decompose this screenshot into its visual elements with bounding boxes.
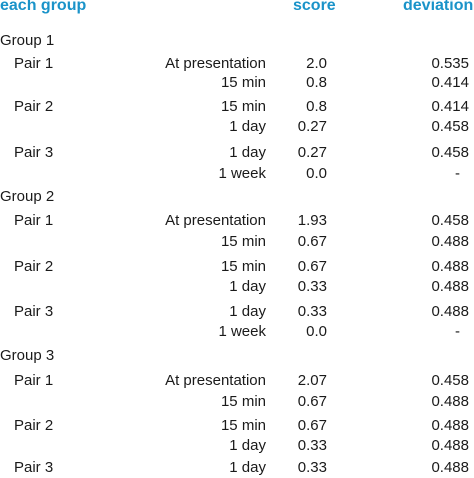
table-row: Pair 2 15 min 0.67 0.488	[0, 257, 474, 277]
score-value: 0.67	[297, 393, 327, 410]
pair-label: Pair 1	[14, 55, 54, 72]
deviation-value: 0.414	[431, 98, 469, 115]
pair-label: Pair 3	[14, 144, 54, 161]
time-point: 1 day	[229, 437, 266, 454]
table-row: Pair 1 At presentation 2.0 0.535	[0, 54, 474, 74]
deviation-value: 0.458	[431, 372, 469, 389]
table-row: 1 day 0.33 0.488	[0, 436, 474, 456]
deviation-value: -	[455, 323, 460, 340]
pair-label: Pair 3	[14, 459, 54, 476]
score-value: 0.27	[297, 144, 327, 161]
table-row: Pair 3 1 day 0.33 0.488	[0, 302, 474, 322]
pair-label: Pair 3	[14, 303, 54, 320]
table-row: 1 week 0.0 -	[0, 164, 474, 184]
deviation-value: 0.488	[431, 233, 469, 250]
time-point: 15 min	[220, 233, 266, 250]
score-value: 0.67	[297, 233, 327, 250]
pair-label: Pair 2	[14, 98, 54, 115]
table-row: Pair 1 At presentation 1.93 0.458	[0, 211, 474, 231]
deviation-value: 0.488	[431, 258, 469, 275]
score-value: 0.67	[297, 417, 327, 434]
table-row: Pair 1 At presentation 2.07 0.458	[0, 371, 474, 391]
deviation-value: 0.414	[431, 74, 469, 91]
time-point: At presentation	[165, 212, 266, 229]
table-row: 15 min 0.67 0.488	[0, 232, 474, 252]
score-value: 0.33	[297, 437, 327, 454]
score-value: 0.8	[306, 74, 327, 91]
score-value: 0.8	[306, 98, 327, 115]
score-value: 1.93	[297, 212, 327, 229]
group-row: Group 1	[0, 31, 474, 51]
header-deviation: deviation	[403, 0, 474, 14]
score-value: 0.33	[297, 303, 327, 320]
pair-label: Pair 2	[14, 258, 54, 275]
header-group-label: each group	[0, 0, 87, 14]
deviation-value: 0.458	[431, 118, 469, 135]
score-value: 0.27	[297, 118, 327, 135]
pair-label: Pair 1	[14, 212, 54, 229]
group-label: Group 3	[0, 347, 55, 364]
table-header: each group score deviation	[0, 0, 474, 22]
score-value: 2.0	[306, 55, 327, 72]
table-row: 15 min 0.8 0.414	[0, 73, 474, 93]
table-row: Pair 3 1 day 0.33 0.488	[0, 458, 474, 478]
table-row: Pair 2 15 min 0.8 0.414	[0, 97, 474, 117]
deviation-value: 0.535	[431, 55, 469, 72]
group-label: Group 1	[0, 32, 55, 49]
table-row: 15 min 0.67 0.488	[0, 392, 474, 412]
table-row: Pair 3 1 day 0.27 0.458	[0, 143, 474, 163]
score-value: 0.67	[297, 258, 327, 275]
score-value: 0.33	[297, 278, 327, 295]
header-score: score	[293, 0, 336, 14]
deviation-value: 0.458	[431, 212, 469, 229]
deviation-value: 0.488	[431, 393, 469, 410]
time-point: At presentation	[165, 55, 266, 72]
time-point: 1 day	[229, 144, 266, 161]
time-point: 15 min	[220, 258, 266, 275]
time-point: 1 day	[229, 459, 266, 476]
time-point: 15 min	[220, 98, 266, 115]
time-point: 1 week	[218, 165, 266, 182]
time-point: 15 min	[220, 417, 266, 434]
time-point: 1 week	[218, 323, 266, 340]
deviation-value: 0.488	[431, 278, 469, 295]
group-row: Group 2	[0, 187, 474, 207]
time-point: 1 day	[229, 278, 266, 295]
score-value: 0.33	[297, 459, 327, 476]
time-point: 15 min	[220, 393, 266, 410]
score-value: 2.07	[297, 372, 327, 389]
deviation-value: 0.488	[431, 303, 469, 320]
deviation-value: 0.488	[431, 459, 469, 476]
table-row: 1 week 0.0 -	[0, 322, 474, 342]
table-row: Pair 2 15 min 0.67 0.488	[0, 416, 474, 436]
table-row: 1 day 0.33 0.488	[0, 277, 474, 297]
group-row: Group 3	[0, 346, 474, 366]
pair-label: Pair 1	[14, 372, 54, 389]
time-point: 15 min	[220, 74, 266, 91]
table-row: 1 day 0.27 0.458	[0, 117, 474, 137]
pair-label: Pair 2	[14, 417, 54, 434]
time-point: At presentation	[165, 372, 266, 389]
deviation-value: 0.488	[431, 437, 469, 454]
time-point: 1 day	[229, 118, 266, 135]
group-label: Group 2	[0, 188, 55, 205]
deviation-value: 0.458	[431, 144, 469, 161]
score-value: 0.0	[306, 323, 327, 340]
deviation-value: 0.488	[431, 417, 469, 434]
deviation-value: -	[455, 165, 460, 182]
score-value: 0.0	[306, 165, 327, 182]
time-point: 1 day	[229, 303, 266, 320]
